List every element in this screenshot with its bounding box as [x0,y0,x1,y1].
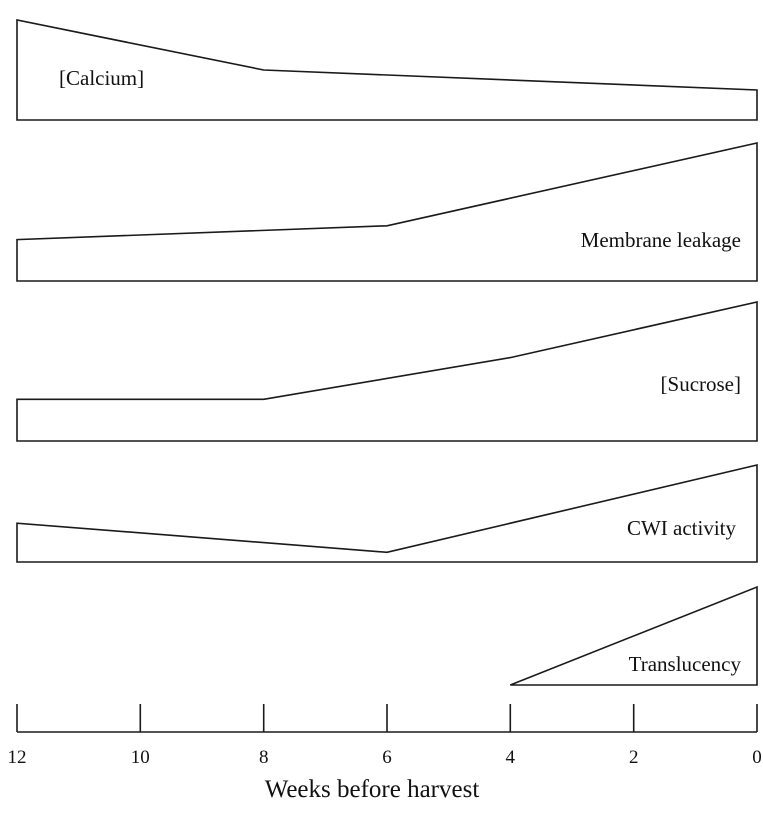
panel-calcium: [Calcium] [16,19,758,121]
cwi-activity-area [16,463,758,563]
panel-translucency: Translucency [510,585,758,686]
x-axis-ticks: 12 10 8 6 4 2 0 [8,704,762,768]
translucency-area [510,585,758,686]
panels: [Calcium] Membrane leakage [Sucrose] CWI… [16,19,758,686]
x-tick-label-10: 10 [131,747,150,768]
x-tick-label-2: 2 [629,747,639,768]
x-tick-label-0: 0 [752,747,762,768]
x-axis: 12 10 8 6 4 2 0 Weeks before harvest [8,704,762,803]
membrane-leakage-area [16,142,758,282]
x-tick-label-8: 8 [259,747,269,768]
sucrose-area [16,300,758,442]
membrane-leakage-label: Membrane leakage [581,228,741,252]
panel-cwi-activity: CWI activity [16,463,758,563]
calcium-area [16,19,758,121]
x-axis-title: Weeks before harvest [265,776,480,803]
panel-membrane-leakage: Membrane leakage [16,142,758,282]
sucrose-label: [Sucrose] [661,372,741,396]
panel-sucrose: [Sucrose] [16,300,758,442]
x-tick-label-12: 12 [8,747,27,768]
translucency-label: Translucency [629,652,742,676]
x-tick-label-6: 6 [382,747,392,768]
calcium-label: [Calcium] [59,66,144,90]
x-tick-label-4: 4 [506,747,516,768]
cwi-activity-label: CWI activity [627,516,737,540]
